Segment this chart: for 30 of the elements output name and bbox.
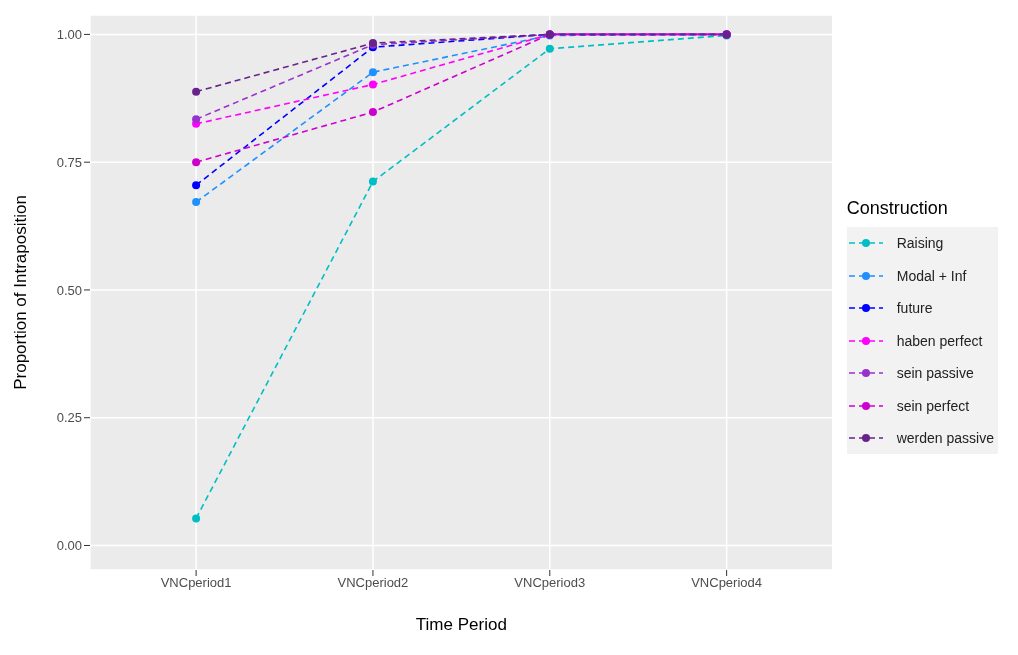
x-tick-label: VNCperiod2 bbox=[337, 575, 409, 591]
legend-label: Modal + Inf bbox=[896, 267, 967, 284]
y-tick-label: 0.50 bbox=[56, 282, 82, 298]
legend-label: future bbox=[896, 300, 933, 316]
point bbox=[192, 158, 201, 167]
y-tick-label: 0.25 bbox=[56, 410, 82, 426]
point bbox=[192, 115, 201, 124]
point bbox=[192, 514, 201, 523]
legend-label: werden passive bbox=[896, 430, 994, 446]
point bbox=[368, 68, 377, 77]
legend-label: sein perfect bbox=[896, 397, 970, 414]
point bbox=[545, 44, 554, 53]
legend-label: sein passive bbox=[896, 365, 974, 381]
point bbox=[368, 108, 377, 117]
y-axis-title: Proportion of Intraposition bbox=[11, 195, 31, 390]
legend-label: Raising bbox=[896, 235, 944, 251]
point bbox=[368, 80, 377, 89]
y-tick-label: 0.75 bbox=[56, 154, 82, 170]
x-axis-title: Time Period bbox=[415, 615, 507, 634]
point bbox=[192, 181, 201, 190]
x-tick-label: VNCperiod4 bbox=[691, 575, 763, 591]
x-tick-label: VNCperiod1 bbox=[160, 575, 232, 591]
point bbox=[192, 198, 201, 207]
legend-label: haben perfect bbox=[896, 332, 983, 349]
x-tick-label: VNCperiod3 bbox=[514, 575, 586, 591]
point bbox=[192, 87, 201, 96]
point bbox=[368, 177, 377, 186]
legend-title: Construction bbox=[846, 197, 949, 219]
y-tick-label: 0.00 bbox=[56, 538, 82, 554]
y-tick-label: 1.00 bbox=[56, 27, 82, 43]
